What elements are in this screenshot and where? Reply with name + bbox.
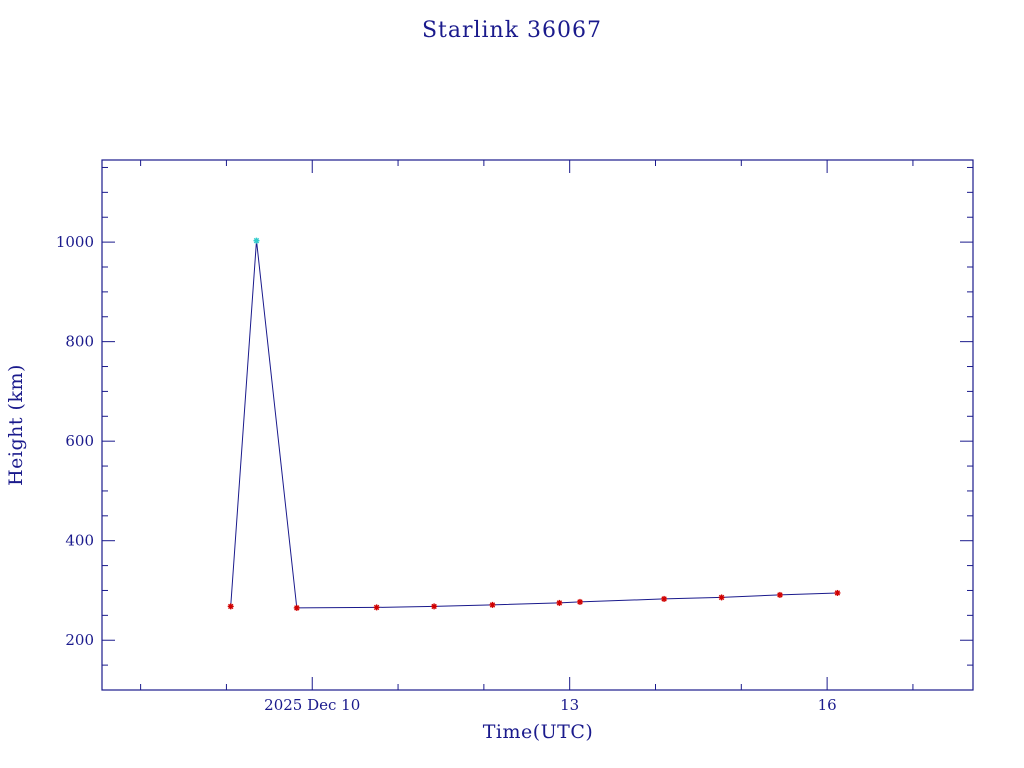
y-tick-label: 200 [65,631,94,649]
y-axis-label: Height (km) [5,364,27,486]
data-point [373,604,380,611]
data-point [661,595,668,602]
marker-stroke [294,605,300,611]
plot-frame [101,159,974,691]
y-tick-label: 800 [65,333,94,351]
data-point [253,237,260,244]
marker-stroke [431,603,437,610]
x-axis-label: Time(UTC) [483,721,594,743]
marker-stroke [718,594,725,601]
data-point [227,603,234,610]
marker-stroke [834,590,841,596]
y-tick-label: 600 [65,432,94,450]
x-tick-labels: 2025 Dec 10 13 16 [264,696,836,714]
marker-stroke [577,599,583,605]
marker-stroke [777,592,783,598]
data-point [834,589,841,596]
series-height [227,237,841,611]
marker-stroke [373,604,380,611]
data-point [576,598,583,605]
x-tick-label: 16 [818,696,837,714]
y-tick-label: 1000 [56,233,94,251]
data-point [718,594,725,601]
y-tick-label: 400 [65,532,94,550]
series-line [230,240,838,609]
chart-title: Starlink 36067 [422,18,602,43]
data-point [489,601,496,608]
data-point [431,603,438,610]
marker-stroke [489,602,496,608]
x-tick-label: 13 [560,696,579,714]
marker-stroke [228,603,234,610]
x-tick-label: 2025 Dec 10 [264,696,360,714]
marker-stroke [661,596,667,602]
data-point [556,599,563,606]
y-tick-labels: 200 400 600 800 1000 [56,233,94,649]
data-point [293,604,300,611]
axis-ticks [102,160,973,691]
data-point [776,591,783,598]
marker-stroke [253,237,260,244]
marker-stroke [556,600,563,606]
